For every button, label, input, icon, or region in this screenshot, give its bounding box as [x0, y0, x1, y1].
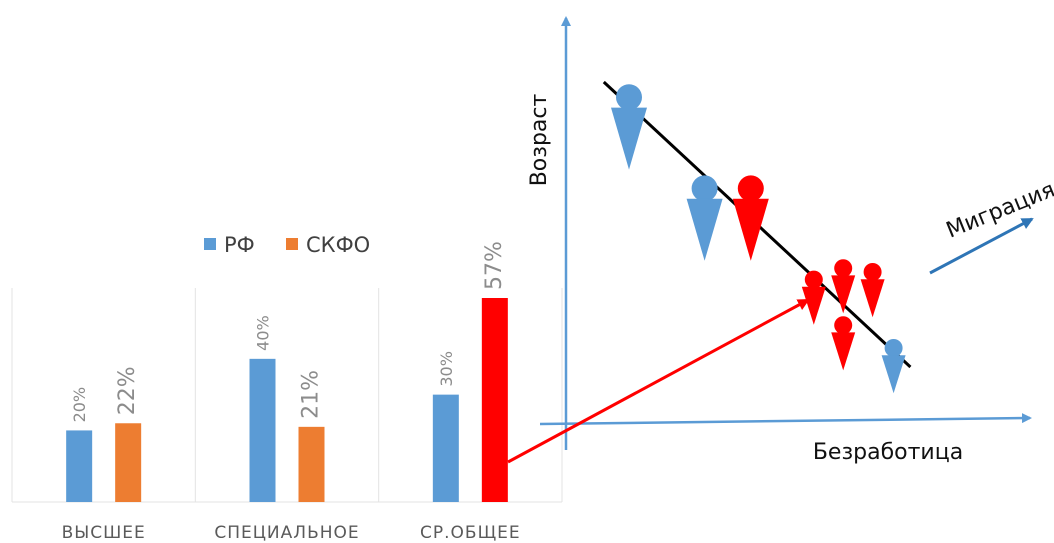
bar-data-labels: 20% 22% 40% 21% 30% 57%: [70, 241, 507, 422]
category-tick-label: СПЕЦИАЛЬНОЕ: [214, 523, 359, 543]
education-bar-chart: 20% 22% 40% 21% 30% 57% ВЫСШЕЕ СПЕЦИАЛЬНОЕ СР.О…: [11, 233, 563, 543]
category-tick-label: ВЫСШЕЕ: [62, 523, 146, 543]
age-unemployment-diagram: Возраст Безработица Миграция: [527, 16, 1054, 465]
person-point: [881, 339, 906, 394]
migration-label: Миграция: [943, 177, 1054, 243]
connector-arrow: [507, 298, 810, 464]
person-body: [801, 286, 826, 325]
category-tick-label: СР.ОБЩЕЕ: [420, 523, 521, 543]
category-tick-labels: ВЫСШЕЕ СПЕЦИАЛЬНОЕ СР.ОБЩЕЕ: [62, 523, 521, 543]
bar-data-label: 30%: [437, 351, 456, 387]
x-axis-label: Безработица: [813, 440, 963, 465]
person-point: [801, 270, 826, 325]
person-head: [863, 263, 882, 281]
person-point: [831, 316, 856, 371]
bar: [481, 298, 508, 502]
scatter-points: [611, 84, 906, 394]
bar-data-label: 20%: [70, 387, 89, 423]
bar-marks: [66, 298, 508, 502]
bar-chart-frame: [11, 288, 563, 503]
person-body: [860, 279, 885, 318]
person-point: [860, 263, 885, 318]
person-point: [611, 84, 647, 170]
legend-swatch: [204, 238, 216, 250]
bar-data-label: 57%: [482, 241, 507, 290]
person-head: [804, 270, 823, 289]
person-body: [831, 275, 856, 314]
person-point: [831, 259, 856, 314]
y-axis-label: Возраст: [527, 94, 552, 187]
bar: [66, 430, 93, 502]
person-body: [611, 107, 647, 170]
person-head: [834, 316, 853, 335]
legend-swatch: [286, 238, 298, 250]
bar: [432, 394, 459, 502]
person-body: [881, 355, 906, 394]
bar: [115, 423, 142, 502]
person-head: [616, 84, 642, 111]
legend-entry: РФ: [224, 233, 255, 257]
legend-entry: СКФО: [306, 233, 370, 257]
person-point: [732, 175, 769, 261]
bar-data-label: 22%: [115, 366, 140, 415]
bar-legend: РФ СКФО: [204, 233, 370, 257]
person-body: [831, 332, 856, 371]
bar: [298, 426, 325, 502]
person-head: [737, 175, 764, 202]
person-body: [686, 198, 723, 261]
migration-arrow: [929, 217, 1034, 275]
bar-data-label: 21%: [299, 370, 324, 419]
person-head: [834, 259, 853, 278]
person-head: [691, 175, 718, 202]
person-body: [732, 198, 769, 261]
bar-data-label: 40%: [254, 315, 273, 351]
person-point: [686, 175, 723, 261]
bar: [249, 358, 276, 502]
x-axis: [539, 413, 1032, 426]
person-head: [884, 339, 903, 357]
